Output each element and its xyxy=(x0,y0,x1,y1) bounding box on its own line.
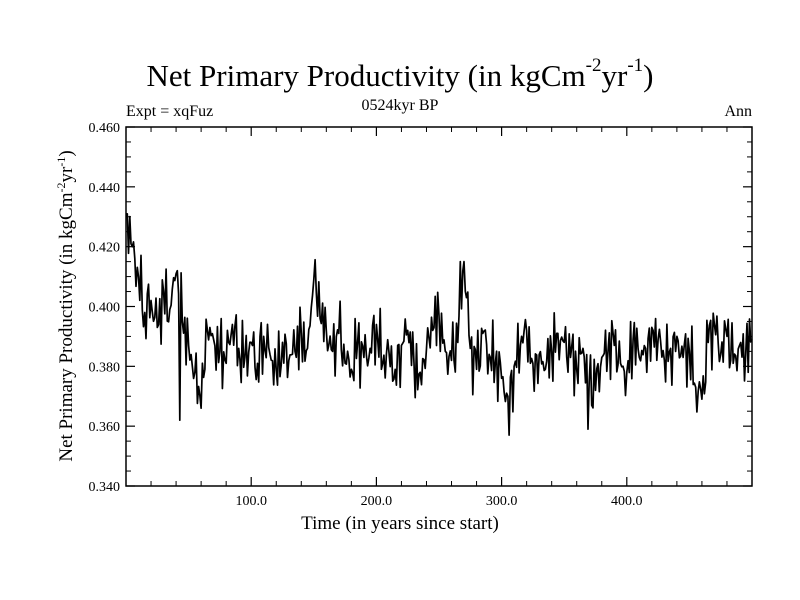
x-axis-label: Time (in years since start) xyxy=(301,513,499,534)
y-tick-label: 0.380 xyxy=(89,360,121,375)
y-tick-label: 0.400 xyxy=(89,301,121,316)
x-tick-label: 400.0 xyxy=(611,494,643,509)
y-tick-label: 0.460 xyxy=(89,121,121,136)
y-tick-label: 0.440 xyxy=(89,181,121,196)
x-tick-label: 300.0 xyxy=(486,494,518,509)
npp-series-line xyxy=(126,212,753,436)
season-label: Ann xyxy=(724,103,752,120)
chart-subtitle: 0524kyr BP xyxy=(361,97,439,114)
x-tick-label: 100.0 xyxy=(235,494,267,509)
x-tick-label: 200.0 xyxy=(361,494,393,509)
y-tick-label: 0.340 xyxy=(89,480,121,495)
experiment-label: Expt = xqFuz xyxy=(126,103,214,120)
chart-title: Net Primary Productivity (in kgCm-2yr-1) xyxy=(146,54,654,93)
y-tick-label: 0.420 xyxy=(89,241,121,256)
y-axis-label: Net Primary Productivity (in kgCm-2yr-1) xyxy=(53,150,78,462)
y-tick-label: 0.360 xyxy=(89,420,121,435)
